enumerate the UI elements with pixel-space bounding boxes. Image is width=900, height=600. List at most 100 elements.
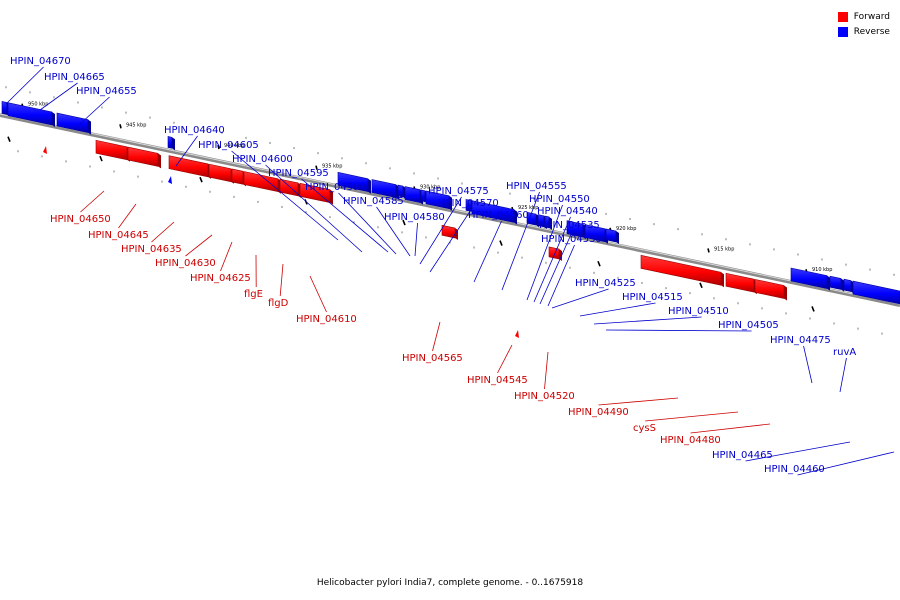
- forward-gene-side: [721, 272, 724, 288]
- reverse-gene-label: HPIN_04590: [305, 182, 366, 193]
- reverse-gene-label: HPIN_04585: [343, 196, 404, 207]
- legend: Forward Reverse: [837, 9, 890, 39]
- label-leader: [39, 82, 78, 111]
- reverse-gene-label: HPIN_04670: [10, 56, 71, 67]
- reverse-gene-label: HPIN_04605: [198, 140, 259, 151]
- label-leader: [544, 351, 549, 390]
- label-leader: [231, 150, 339, 241]
- scale-tick: [707, 248, 710, 253]
- scale-tick-label: 950 kbp: [28, 102, 48, 108]
- label-leader: [551, 288, 609, 309]
- forward-gene: [231, 168, 244, 185]
- forward-gene-label: HPIN_04625: [190, 273, 251, 284]
- scale-tick-label: 920 kbp: [616, 226, 636, 232]
- forward-gene: [725, 272, 755, 293]
- reverse-gene-label: HPIN_04505: [718, 320, 779, 331]
- genome-backbone: [0, 113, 900, 307]
- reverse-gene-side: [449, 195, 452, 211]
- forward-gene-side: [559, 249, 562, 262]
- scale-tick: [199, 176, 203, 183]
- scale-tick: [811, 306, 815, 312]
- scale-tick-label: 915 kbp: [714, 246, 734, 252]
- forward-gene-small: [515, 330, 519, 338]
- reverse-swatch: [837, 26, 848, 37]
- label-leader: [338, 192, 397, 255]
- reverse-gene-label: HPIN_04570: [438, 198, 499, 209]
- label-leader: [309, 275, 327, 313]
- label-leader: [118, 203, 137, 229]
- forward-gene-label: HPIN_04520: [514, 391, 575, 402]
- forward-gene-label: HPIN_04630: [155, 258, 216, 269]
- label-leader: [839, 357, 847, 393]
- reverse-gene-label: HPIN_04665: [44, 72, 105, 83]
- forward-gene-small: [43, 146, 47, 154]
- scale-tick-label: 910 kbp: [812, 267, 832, 273]
- reverse-gene-label: HPIN_04555: [506, 181, 567, 192]
- reverse-gene-label: HPIN_04575: [428, 186, 489, 197]
- label-leader: [598, 397, 679, 406]
- forward-gene-label: HPIN_04480: [660, 435, 721, 446]
- forward-gene-label: HPIN_04650: [50, 214, 111, 225]
- label-leader: [745, 441, 851, 462]
- scale-tick-label: 935 kbp: [322, 164, 342, 170]
- reverse-gene-label: HPIN_04510: [668, 306, 729, 317]
- label-leader: [605, 329, 752, 332]
- genome-caption: Helicobacter pylori India7, complete gen…: [316, 578, 584, 588]
- reverse-gene-label: HPIN_04465: [712, 450, 773, 461]
- scale-tick: [597, 260, 601, 267]
- label-leader: [376, 206, 411, 257]
- forward-gene: [127, 146, 159, 167]
- forward-gene-label: HPIN_04610: [296, 314, 357, 325]
- gene-labels: HPIN_04670 HPIN_04665 HPIN_04655 HPIN_04640…: [10, 56, 856, 475]
- scale-tick-label: 940 kbp: [224, 143, 244, 149]
- backbone-bar: [0, 113, 900, 307]
- label-leader: [497, 344, 513, 374]
- reverse-gene: [829, 275, 842, 290]
- reverse-gene-label: HPIN_04580: [384, 212, 445, 223]
- scale-tick: [499, 240, 503, 246]
- scale-tick: [402, 219, 406, 226]
- label-leader: [80, 190, 105, 213]
- reverse-gene-side: [88, 119, 91, 135]
- scale-tick: [315, 165, 318, 170]
- scale-tick: [699, 282, 703, 289]
- scale-tick: [217, 144, 220, 150]
- reverse-gene-side: [841, 278, 844, 292]
- scale-tick: [119, 124, 122, 129]
- label-leader: [151, 221, 175, 243]
- reverse-gene: [605, 228, 617, 243]
- label-leader: [533, 216, 571, 303]
- forward-gene-side: [784, 285, 787, 301]
- label-leader: [185, 234, 213, 257]
- reverse-gene-label: HPIN_04515: [622, 292, 683, 303]
- forward-gene-label: HPIN_04545: [467, 375, 528, 386]
- reverse-gene-side: [172, 137, 175, 151]
- label-leader-lines: [5, 66, 895, 476]
- forward-gene-label: HPIN_04490: [568, 407, 629, 418]
- reverse-gene-side: [616, 231, 619, 245]
- label-leader: [547, 244, 575, 307]
- label-leader: [797, 451, 895, 476]
- reverse-gene-small: [168, 176, 172, 184]
- reverse-gene: [852, 280, 900, 305]
- reverse-gene: [404, 186, 421, 204]
- label-leader: [501, 191, 540, 291]
- scale-tick: [7, 136, 11, 142]
- gene-features: [1, 101, 900, 338]
- reverse-gene-label: HPIN_04540: [537, 206, 598, 217]
- label-leader: [526, 204, 563, 301]
- label-leader: [220, 241, 233, 272]
- reverse-gene-label: HPIN_04655: [76, 86, 137, 97]
- forward-gene-label: flgE: [244, 289, 263, 300]
- forward-swatch: [837, 11, 848, 22]
- reverse-gene-label: HPIN_04640: [164, 125, 225, 136]
- reverse-gene-label: HPIN_04530: [541, 234, 602, 245]
- label-leader: [175, 135, 198, 167]
- legend-reverse-label: Reverse: [853, 26, 890, 37]
- reverse-gene-side: [52, 111, 55, 127]
- forward-gene-label: HPIN_04565: [402, 353, 463, 364]
- forward-gene-label: HPIN_04635: [121, 244, 182, 255]
- forward-gene: [441, 224, 456, 239]
- reverse-gene-side: [549, 216, 552, 230]
